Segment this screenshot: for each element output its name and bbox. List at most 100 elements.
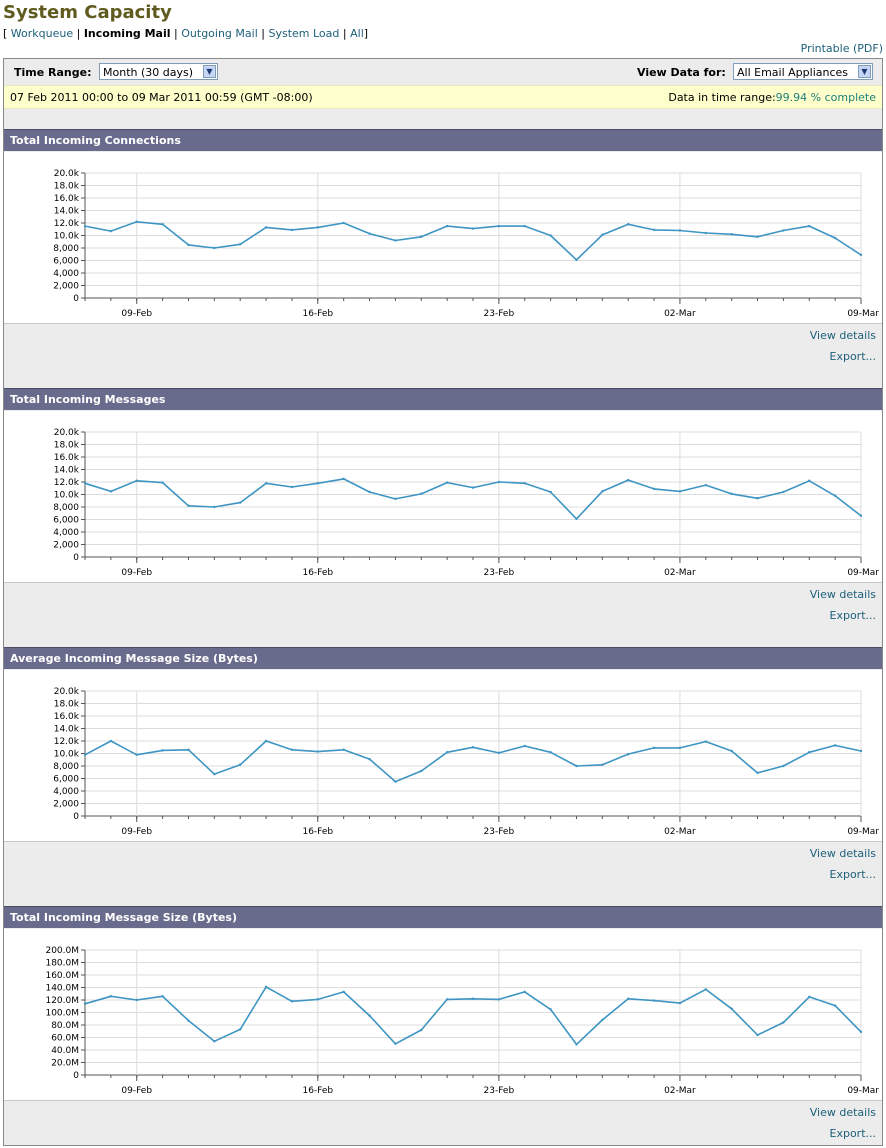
data-point [264, 226, 268, 229]
export-link[interactable]: Export... [829, 868, 877, 881]
data-point [575, 517, 578, 521]
data-point [316, 226, 319, 229]
subnav-separator: | [342, 27, 347, 40]
data-point [833, 744, 837, 747]
data-point [678, 229, 682, 232]
data-point [627, 223, 630, 226]
x-tick-label: 09-Mar [847, 1086, 879, 1096]
time-range-banner: 07 Feb 2011 00:00 to 09 Mar 2011 00:59 (… [4, 85, 882, 109]
y-tick-label: 60.0M [51, 1034, 79, 1044]
y-tick-label: 200.0M [45, 946, 79, 956]
subnav-link-system-load[interactable]: System Load [268, 27, 340, 40]
data-point [316, 482, 319, 485]
data-point [161, 223, 164, 226]
data-point [756, 771, 759, 775]
data-point [290, 1000, 294, 1003]
data-point [239, 501, 242, 504]
data-point [497, 224, 501, 228]
view-details-link[interactable]: View details [809, 1106, 876, 1119]
data-point [161, 749, 164, 752]
report-subnav: [ Workqueue | Incoming Mail | Outgoing M… [3, 27, 368, 40]
x-tick-label: 23-Feb [484, 1086, 515, 1096]
y-tick-label: 6,000 [53, 257, 79, 267]
y-tick-label: 6,000 [53, 516, 79, 526]
data-point [342, 748, 345, 751]
data-point [264, 985, 268, 989]
chart-total-incoming-message-size: 0 20.0M 40.0M 60.0M 80.0M 100.0M 120.0M 140.0M 1… [4, 929, 882, 1101]
series-line [84, 478, 862, 520]
view-details-link[interactable]: View details [809, 588, 876, 601]
data-point [239, 243, 242, 246]
x-tick-label: 09-Feb [121, 827, 152, 837]
data-point [575, 764, 578, 768]
y-tick-label: 18.0k [54, 700, 80, 710]
subnav-separator: | [76, 27, 81, 40]
data-point [549, 1008, 552, 1011]
chart-average-incoming-message-size: 0 2,000 4,000 6,000 8,000 10.0k 12.0k 14.0k 16.0… [4, 670, 882, 842]
x-tick-label: 16-Feb [302, 309, 333, 319]
data-point [213, 246, 216, 250]
page-title: System Capacity [3, 2, 172, 23]
export-link[interactable]: Export... [829, 609, 877, 622]
data-point [601, 1018, 604, 1022]
data-point [523, 744, 526, 748]
y-tick-label: 8,000 [53, 762, 79, 772]
data-point [730, 233, 733, 236]
printable-pdf-link[interactable]: Printable (PDF) [800, 42, 883, 55]
data-point [368, 490, 371, 494]
data-point [264, 482, 268, 485]
data-point [756, 497, 759, 500]
data-point [678, 746, 682, 750]
subnav-link-workqueue[interactable]: Workqueue [10, 27, 74, 40]
time-range-label: Time Range: [14, 66, 92, 79]
subnav-link-all[interactable]: All [350, 27, 364, 40]
completeness-value: 99.94 % complete [775, 91, 876, 104]
data-point [264, 739, 268, 743]
y-tick-label: 10.0k [54, 750, 80, 760]
data-point [652, 746, 656, 750]
y-tick-label: 20.0k [54, 169, 80, 179]
chevron-down-icon[interactable]: ▼ [858, 65, 871, 78]
data-point [471, 486, 475, 489]
data-point [575, 1043, 578, 1046]
view-data-label: View Data for: [637, 66, 726, 79]
subnav-link-outgoing-mail[interactable]: Outgoing Mail [181, 27, 258, 40]
data-point [756, 235, 759, 238]
x-tick-label: 02-Mar [664, 568, 696, 578]
x-tick-label: 02-Mar [664, 827, 696, 837]
export-link[interactable]: Export... [829, 350, 877, 363]
view-details-link[interactable]: View details [809, 847, 876, 860]
data-point [83, 753, 87, 756]
completeness-label: Data in time range: [668, 91, 776, 104]
data-point [445, 224, 449, 228]
y-tick-label: 10.0k [54, 232, 80, 242]
data-point [290, 228, 294, 232]
data-point [290, 485, 294, 489]
y-tick-label: 80.0M [51, 1021, 79, 1031]
panel-header-total-incoming-message-size: Total Incoming Message Size (Bytes) [4, 906, 882, 928]
data-point [135, 479, 138, 482]
data-point [83, 482, 87, 485]
data-point [627, 752, 630, 756]
data-point [109, 490, 113, 493]
data-point [833, 1004, 837, 1007]
data-point [627, 478, 630, 482]
view-data-select[interactable]: All Email Appliances ▼ [733, 63, 873, 80]
view-data-value: All Email Appliances [737, 66, 849, 79]
y-tick-label: 10.0k [54, 491, 80, 501]
data-point [213, 505, 216, 509]
data-point [782, 229, 785, 232]
chevron-down-icon[interactable]: ▼ [203, 65, 216, 78]
view-details-link[interactable]: View details [809, 329, 876, 342]
subnav-open-bracket: [ [3, 27, 8, 40]
data-point [833, 494, 837, 497]
export-link[interactable]: Export... [829, 1127, 877, 1140]
data-point [394, 780, 397, 783]
data-point [652, 999, 656, 1002]
x-tick-label: 16-Feb [302, 1086, 333, 1096]
data-completeness: Data in time range:99.94 % complete [668, 91, 876, 104]
data-point [859, 749, 863, 753]
data-point [316, 750, 319, 753]
time-range-select[interactable]: Month (30 days) ▼ [99, 63, 218, 80]
panel-header-total-incoming-messages: Total Incoming Messages [4, 388, 882, 410]
